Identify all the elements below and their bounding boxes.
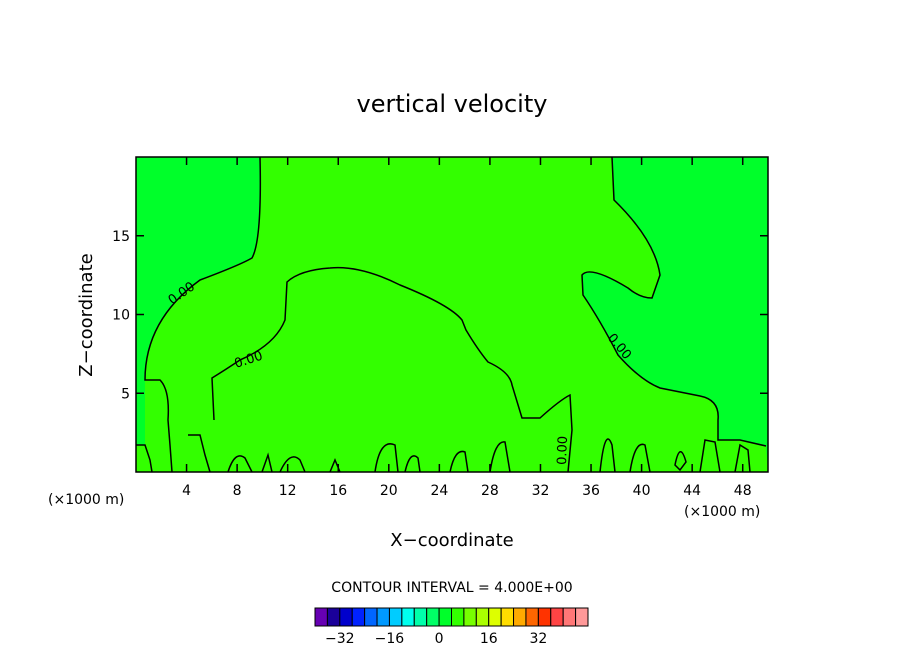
colorbar (314, 607, 589, 627)
x-tick-label: 20 (380, 483, 398, 499)
x-tick-label: 8 (233, 483, 242, 499)
colorbar-tick-label: 32 (529, 631, 547, 647)
colorbar-swatch (351, 607, 366, 627)
x-tick-label: 48 (734, 483, 752, 499)
near-zero-region (136, 157, 768, 472)
x-tick-label: 16 (329, 483, 347, 499)
colorbar-swatch (537, 607, 552, 627)
x-tick-label: 32 (532, 483, 550, 499)
contour-line-left (144, 156, 262, 473)
x-tick-label: 40 (633, 483, 651, 499)
colorbar-tick-label: −32 (325, 631, 355, 647)
colorbar-tick-label: 16 (480, 631, 498, 647)
colorbar-swatch (500, 607, 515, 627)
chart-title: vertical velocity (357, 90, 548, 118)
x-unit-left: (×1000 m) (48, 492, 124, 508)
colorbar-swatch (326, 607, 341, 627)
x-tick-label: 28 (481, 483, 499, 499)
x-tick-label: 12 (279, 483, 297, 499)
colorbar-swatch (451, 607, 465, 627)
contour-line-bottom-wiggles (136, 434, 751, 473)
x-tick-label: 4 (182, 483, 191, 499)
colorbar-swatch (513, 607, 527, 627)
contour-line-middle (211, 266, 573, 473)
colorbar-tick-label: 0 (435, 631, 444, 647)
contour-line-right (581, 156, 767, 447)
colorbar-tick-label: −16 (375, 631, 405, 647)
colorbar-swatch (562, 607, 577, 627)
x-axis-ticks: 4 8 12 16 20 24 28 32 36 40 44 48 (182, 157, 752, 499)
colorbar-swatch (314, 607, 328, 627)
y-tick-label: 5 (121, 386, 130, 402)
colorbar-swatch (401, 607, 415, 627)
x-tick-label: 24 (430, 483, 448, 499)
colorbar-swatch (339, 607, 353, 627)
colorbar-swatch (388, 607, 403, 627)
colorbar-swatch (488, 607, 502, 627)
x-tick-label: 44 (683, 483, 701, 499)
y-tick-label: 15 (112, 229, 130, 245)
colorbar-swatch (376, 607, 390, 627)
contour-lines (136, 156, 767, 473)
colorbar-ticks: −32 −16 0 16 32 (325, 631, 547, 647)
colorbar-swatch (475, 607, 490, 627)
colorbar-swatch (438, 607, 453, 627)
y-axis-ticks: 5 10 15 (112, 229, 768, 402)
colorbar-swatch (575, 607, 589, 627)
contour-interval-text: CONTOUR INTERVAL = 4.000E+00 (331, 580, 572, 596)
y-tick-label: 10 (112, 308, 130, 324)
colorbar-swatch (550, 607, 564, 627)
x-axis-label: X−coordinate (390, 530, 513, 551)
colorbar-swatch (413, 607, 428, 627)
colorbar-swatch (525, 607, 539, 627)
colorbar-swatch (364, 607, 378, 627)
y-axis-label: Z−coordinate (76, 253, 97, 376)
colorbar-swatch (463, 607, 477, 627)
contour-label: 0.00 (555, 436, 571, 465)
x-unit-right: (×1000 m) (684, 504, 760, 520)
x-tick-label: 36 (582, 483, 600, 499)
colorbar-swatch (426, 607, 440, 627)
